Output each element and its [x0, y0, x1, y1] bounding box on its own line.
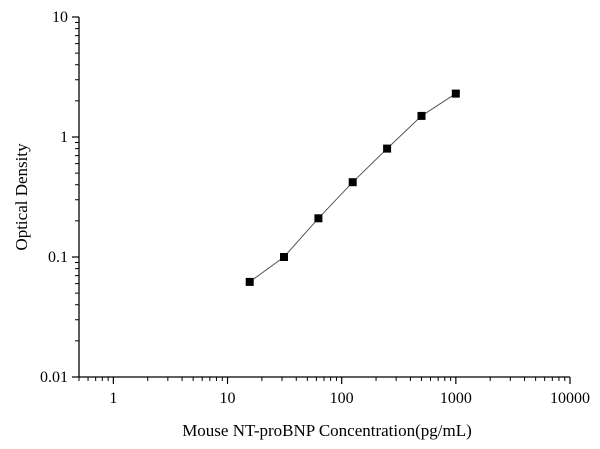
y-tick-label: 0.01 — [40, 369, 68, 386]
y-axis-title: Optical Density — [12, 143, 31, 251]
data-point — [383, 144, 392, 153]
y-tick-label: 0.1 — [48, 249, 68, 266]
data-point — [417, 111, 426, 120]
x-tick-label: 100 — [330, 390, 354, 407]
x-tick-label: 1000 — [440, 390, 472, 407]
axes — [78, 17, 570, 378]
axis-ticks — [72, 16, 571, 384]
y-tick-label: 1 — [60, 129, 68, 146]
data-series — [245, 89, 460, 286]
data-point — [245, 277, 254, 286]
data-point — [314, 214, 323, 223]
x-axis-title: Mouse NT-proBNP Concentration(pg/mL) — [182, 421, 472, 440]
x-tick-label: 1 — [109, 390, 117, 407]
data-point — [348, 178, 357, 187]
data-point — [280, 253, 288, 261]
tick-labels: 1 10 100 1000 10000 0.01 0.1 1 10 — [40, 9, 590, 407]
x-tick-label: 10000 — [550, 390, 590, 407]
x-tick-label: 10 — [220, 390, 236, 407]
y-tick-label: 10 — [52, 9, 68, 26]
data-point — [451, 89, 460, 98]
